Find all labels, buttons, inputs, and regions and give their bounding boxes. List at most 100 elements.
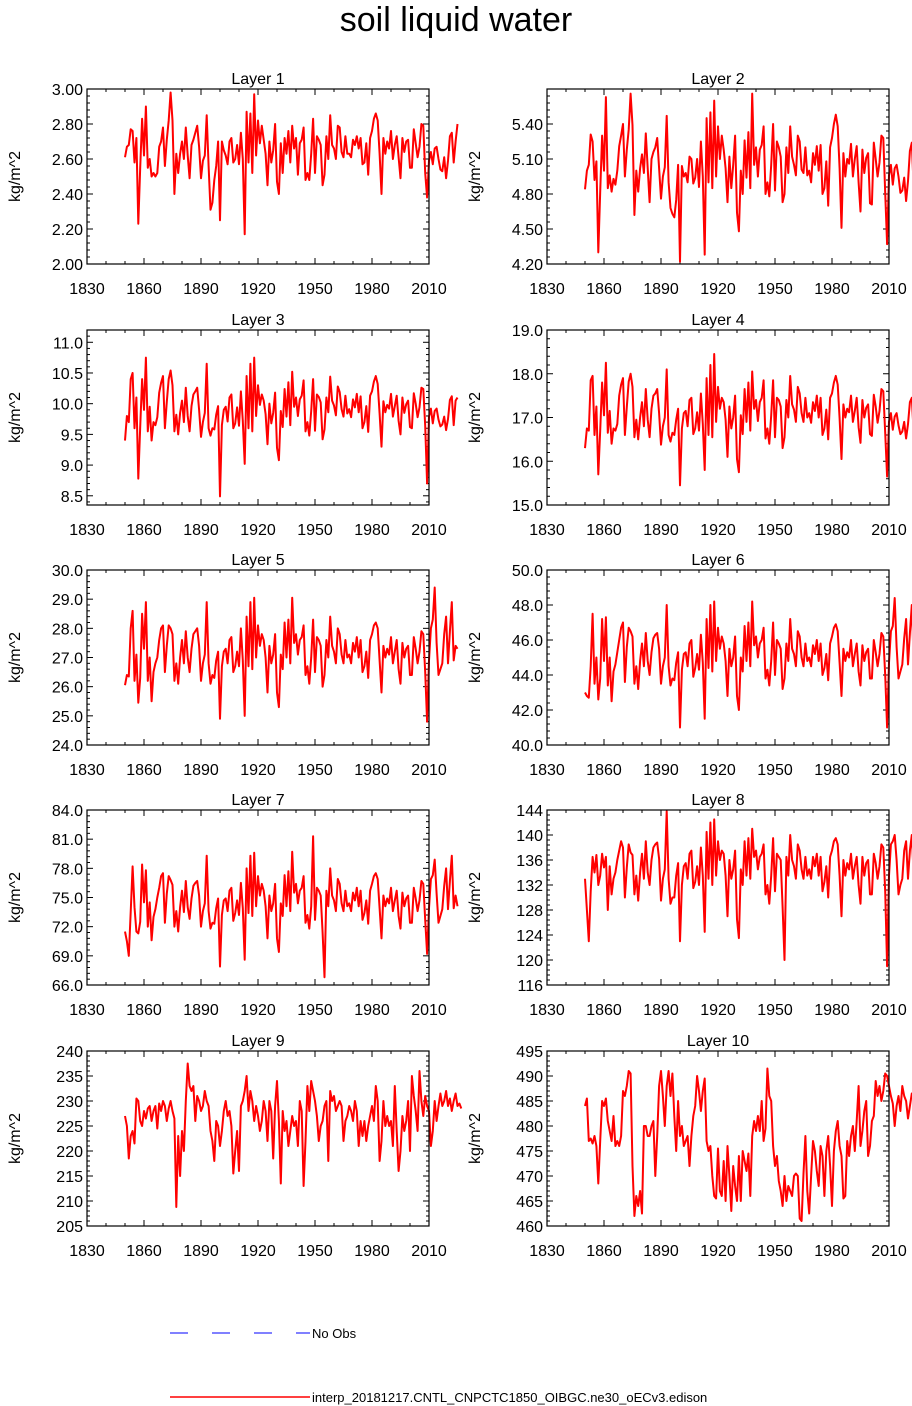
series-line-1 [584,1067,912,1222]
panel-title: Layer 5 [231,552,284,569]
x-tick-label: 1950 [297,1002,333,1019]
y-tick-label: 5.40 [512,117,543,134]
y-tick-label: 18.0 [512,367,543,384]
series-line-1 [124,1062,463,1208]
y-tick-label: 26.0 [52,680,83,697]
x-tick-label: 2010 [411,522,447,539]
chart-panel-6: Layer 6 kg/m^2 1830 1860 1890 1920 1950 1980 201… [467,552,912,779]
x-tick-label: 1950 [757,522,793,539]
x-tick-label: 1890 [643,1002,679,1019]
y-tick-label: 475 [516,1144,543,1161]
x-tick-label: 1890 [183,1002,219,1019]
panel-title: Layer 2 [691,71,744,88]
x-tick-label: 2010 [411,281,447,298]
x-tick-label: 1860 [586,762,622,779]
y-tick-label: 2.00 [52,257,83,274]
x-tick-label: 1950 [297,522,333,539]
y-axis-label: kg/m^2 [7,632,24,683]
y-tick-label: 5.10 [512,152,543,169]
series-line-1 [584,810,912,968]
y-tick-label: 240 [56,1044,83,1061]
x-tick-label: 1920 [240,522,276,539]
y-tick-label: 235 [56,1069,83,1086]
y-tick-label: 78.0 [52,861,83,878]
x-tick-label: 1920 [700,281,736,298]
plot-frame [86,1050,430,1227]
chart-panel-2: Layer 2 kg/m^2 1830 1860 1890 1920 1950 1980 201… [467,71,912,298]
y-tick-label: 3.00 [52,82,83,99]
x-tick-label: 2010 [871,1002,907,1019]
panel-title: Layer 7 [231,792,284,809]
legend-obs-label: No Obs [312,1326,357,1341]
y-axis-label: kg/m^2 [7,392,24,443]
y-tick-label: 4.50 [512,222,543,239]
chart-panel-5: Layer 5 kg/m^2 1830 1860 1890 1920 1950 1980 201… [7,552,459,779]
x-tick-label: 1860 [586,1243,622,1260]
series-line-1 [584,597,912,729]
y-axis-label: kg/m^2 [467,1113,484,1164]
x-tick-label: 2010 [871,522,907,539]
legend-model-label: interp_20181217.CNTL_CNPCTC1850_OIBGC.ne… [312,1390,707,1405]
plot-frame [86,569,430,746]
y-tick-label: 2.20 [52,222,83,239]
y-tick-label: 128 [516,903,543,920]
y-tick-label: 19.0 [512,323,543,340]
x-tick-label: 1950 [297,281,333,298]
panels-container: Layer 1 kg/m^2 1830 1860 1890 1920 1950 1980 201… [7,71,912,1260]
x-tick-label: 1830 [69,522,105,539]
y-tick-label: 480 [516,1119,543,1136]
y-tick-label: 120 [516,953,543,970]
y-tick-label: 84.0 [52,803,83,820]
chart-panel-9: Layer 9 kg/m^2 1830 1860 1890 1920 1950 1980 201… [7,1033,463,1260]
y-tick-label: 50.0 [512,563,543,580]
y-tick-label: 40.0 [512,738,543,755]
series-line-1 [124,835,459,979]
x-tick-label: 1920 [700,522,736,539]
y-tick-label: 220 [56,1144,83,1161]
x-tick-label: 1950 [297,762,333,779]
x-tick-label: 2010 [871,762,907,779]
y-tick-label: 75.0 [52,891,83,908]
y-tick-label: 25.0 [52,709,83,726]
y-axis-label: kg/m^2 [467,151,484,202]
y-axis-label: kg/m^2 [7,872,24,923]
x-tick-label: 1920 [700,1243,736,1260]
chart-panel-10: Layer 10 kg/m^2 1830 1860 1890 1920 1950 1980 20… [467,1033,912,1260]
main-title: soil liquid water [340,1,572,39]
panel-title: Layer 8 [691,792,744,809]
plot-frame [546,809,890,986]
x-tick-label: 1920 [240,1243,276,1260]
y-tick-label: 210 [56,1194,83,1211]
x-tick-label: 1980 [814,1002,850,1019]
y-tick-label: 144 [516,803,543,820]
y-tick-label: 2.60 [52,152,83,169]
y-tick-label: 140 [516,828,543,845]
y-tick-label: 205 [56,1219,83,1236]
y-tick-label: 10.5 [52,366,83,383]
x-tick-label: 1920 [700,1002,736,1019]
plot-frame [86,809,430,986]
x-tick-label: 2010 [871,281,907,298]
x-tick-label: 2010 [411,762,447,779]
y-tick-label: 132 [516,878,543,895]
x-tick-label: 1950 [757,1243,793,1260]
y-tick-label: 4.20 [512,257,543,274]
x-tick-label: 1860 [126,281,162,298]
y-axis-label: kg/m^2 [467,392,484,443]
y-tick-label: 4.80 [512,187,543,204]
x-tick-label: 1890 [643,522,679,539]
x-tick-label: 1890 [183,522,219,539]
x-tick-label: 1980 [354,1002,390,1019]
chart-panel-3: Layer 3 kg/m^2 1830 1860 1890 1920 1950 1980 201… [7,312,459,539]
x-tick-label: 1830 [69,1002,105,1019]
x-tick-label: 1830 [529,281,565,298]
y-tick-label: 116 [517,978,543,995]
y-tick-label: 27.0 [52,651,83,668]
panel-title: Layer 6 [691,552,744,569]
x-tick-label: 1890 [183,281,219,298]
y-tick-label: 10.0 [52,397,83,414]
y-tick-label: 28.0 [52,621,83,638]
y-tick-label: 230 [56,1094,83,1111]
x-tick-label: 1860 [586,522,622,539]
